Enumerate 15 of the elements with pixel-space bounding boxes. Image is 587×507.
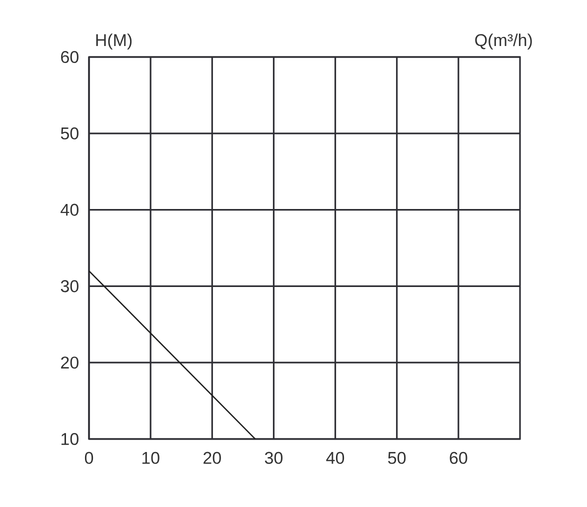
y-tick-label: 20 — [61, 356, 78, 369]
y-tick-label: 50 — [60, 127, 78, 140]
x-tick-label: 20 — [204, 452, 221, 464]
y-tick-label: 10 — [62, 432, 78, 446]
x-tick-label: 10 — [142, 452, 160, 464]
y-axis-title: H(M) — [96, 34, 132, 50]
x-tick-label: 60 — [450, 452, 468, 464]
x-tick-label: 50 — [388, 452, 406, 464]
x-tick-label: 0 — [84, 452, 94, 464]
y-tick-label: 40 — [60, 204, 78, 216]
x-tick-label: 30 — [264, 452, 283, 464]
y-tick-label: 60 — [61, 50, 78, 64]
x-tick-label: 40 — [326, 452, 344, 464]
y-tick-label: 30 — [60, 280, 78, 292]
x-axis-title: Q(m³/h) — [475, 34, 532, 50]
